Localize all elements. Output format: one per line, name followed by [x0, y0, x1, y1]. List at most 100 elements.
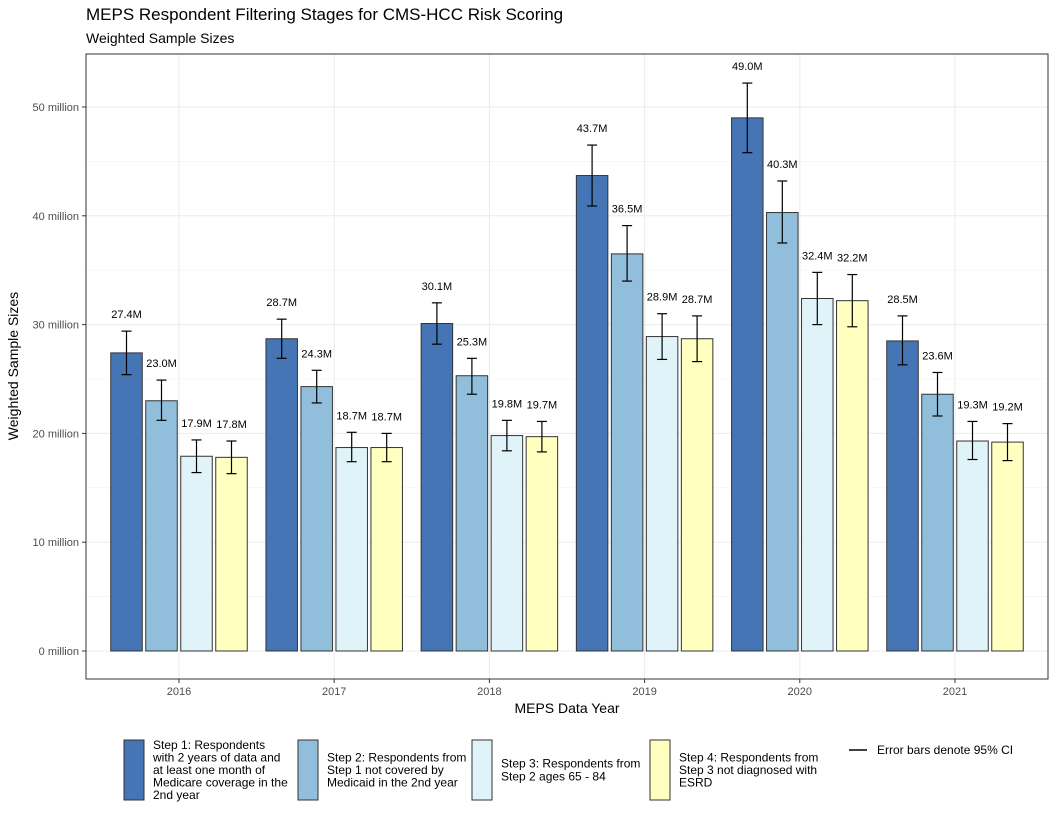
bar [731, 117, 764, 652]
data-label: 19.8M [492, 398, 523, 410]
legend-label: Step 1: Respondents with 2 years of data … [152, 738, 288, 802]
data-label: 17.8M [216, 419, 247, 431]
data-label: 27.4M [111, 309, 142, 321]
data-label: 19.7M [527, 399, 558, 411]
y-tick-label: 10 million [33, 537, 79, 549]
x-axis: 2016 2017 2018 2019 2020 2021 [167, 679, 967, 698]
x-tick-label: 2016 [167, 686, 191, 698]
data-label: 32.2M [837, 253, 868, 265]
legend-key [297, 739, 319, 801]
bar [525, 436, 559, 652]
bar [610, 253, 644, 652]
bar [335, 447, 368, 652]
bar [575, 175, 609, 652]
bar [836, 300, 869, 652]
panel-frame [85, 53, 1049, 680]
error-bar [847, 273, 858, 328]
data-label: 18.7M [371, 411, 402, 423]
legend-item: Step 4: Respondents from Step 3 not diagn… [649, 739, 818, 801]
data-labels: 27.4M 28.7M 30.1M 43.7M 49.0M 28.5M 23.0M 24.3M… [111, 61, 1023, 431]
data-label: 23.6M [922, 350, 953, 362]
bar [215, 456, 248, 652]
data-label: 32.4M [802, 250, 833, 262]
bar [265, 338, 298, 652]
bar [370, 447, 403, 652]
error-bar [587, 144, 598, 207]
error-bar [501, 419, 512, 452]
legend-errorbar-label: Error bars denote 95% CI [877, 743, 1013, 757]
y-tick-label: 20 million [33, 428, 79, 440]
data-label: 28.7M [266, 297, 297, 309]
data-label: 28.5M [887, 294, 918, 306]
legend-label: Step 3: Respondents from Step 2 ages 65 -… [501, 757, 640, 784]
plot-area: 27.4M 28.7M 30.1M 43.7M 49.0M 28.5M 23.0M 24.3M… [85, 53, 1049, 680]
error-bar [742, 82, 753, 154]
x-tick-label: 2020 [788, 686, 812, 698]
y-tick-label: 40 million [33, 211, 79, 223]
y-tick-label: 30 million [33, 320, 79, 332]
error-bar [276, 318, 287, 359]
y-axis: 0 million 10 million 20 million 30 million 4… [33, 102, 86, 658]
legend-label: Step 4: Respondents from Step 3 not diagn… [679, 750, 818, 789]
x-tick-label: 2021 [943, 686, 967, 698]
data-label: 17.9M [181, 418, 212, 430]
legend: Step 1: Respondents with 2 years of data … [123, 738, 1013, 802]
bar [645, 336, 679, 652]
error-bar [897, 315, 908, 366]
bar [991, 441, 1024, 652]
bar [300, 386, 333, 652]
bar [420, 323, 454, 652]
y-axis-title: Weighted Sample Sizes [5, 292, 21, 440]
legend-label: Step 2: Respondents from Step 1 not cover… [327, 750, 466, 789]
legend-key [649, 739, 671, 801]
data-label: 30.1M [422, 281, 453, 293]
x-tick-label: 2018 [477, 686, 501, 698]
error-bars [121, 82, 1013, 475]
chart-subtitle: Weighted Sample Sizes [86, 30, 234, 46]
error-bar [156, 379, 167, 421]
bar [145, 400, 178, 652]
data-label: 19.2M [992, 402, 1023, 414]
error-bar [692, 315, 703, 363]
legend-key [123, 739, 145, 801]
bar [766, 212, 799, 652]
y-tick-label: 50 million [33, 102, 79, 114]
bar [490, 435, 524, 652]
error-bar [777, 180, 788, 244]
y-tick-label: 0 million [39, 646, 79, 658]
data-label: 18.7M [336, 410, 367, 422]
data-label: 43.7M [577, 123, 608, 135]
data-label: 23.0M [146, 358, 177, 370]
data-label: 49.0M [732, 61, 763, 73]
error-bar [191, 439, 202, 474]
legend-key [471, 739, 493, 801]
data-label: 36.5M [612, 204, 643, 216]
bar [110, 352, 143, 652]
error-bar [536, 420, 547, 453]
error-bar [431, 302, 442, 345]
x-tick-label: 2019 [632, 686, 656, 698]
bar [455, 375, 489, 652]
error-bar [812, 271, 823, 326]
bar [921, 393, 954, 652]
legend-item: Step 3: Respondents from Step 2 ages 65 -… [471, 739, 640, 801]
data-label: 24.3M [301, 348, 332, 360]
error-bar [932, 371, 943, 417]
data-label: 25.3M [457, 336, 488, 348]
bar [801, 297, 834, 652]
bar [680, 338, 714, 652]
error-bar [622, 224, 633, 282]
error-bar [311, 369, 322, 404]
error-bar [967, 420, 978, 461]
error-bar [466, 357, 477, 395]
bar [886, 340, 919, 652]
data-label: 40.3M [767, 159, 798, 171]
data-label: 19.3M [957, 399, 988, 411]
x-axis-title: MEPS Data Year [514, 700, 619, 716]
error-bar [657, 313, 668, 361]
legend-item: Step 2: Respondents from Step 1 not cover… [297, 739, 466, 801]
bar [180, 455, 213, 652]
legend-item-errorbar: Error bars denote 95% CI [849, 743, 1013, 757]
error-bar [381, 432, 392, 463]
chart-title: MEPS Respondent Filtering Stages for CMS… [86, 5, 563, 24]
